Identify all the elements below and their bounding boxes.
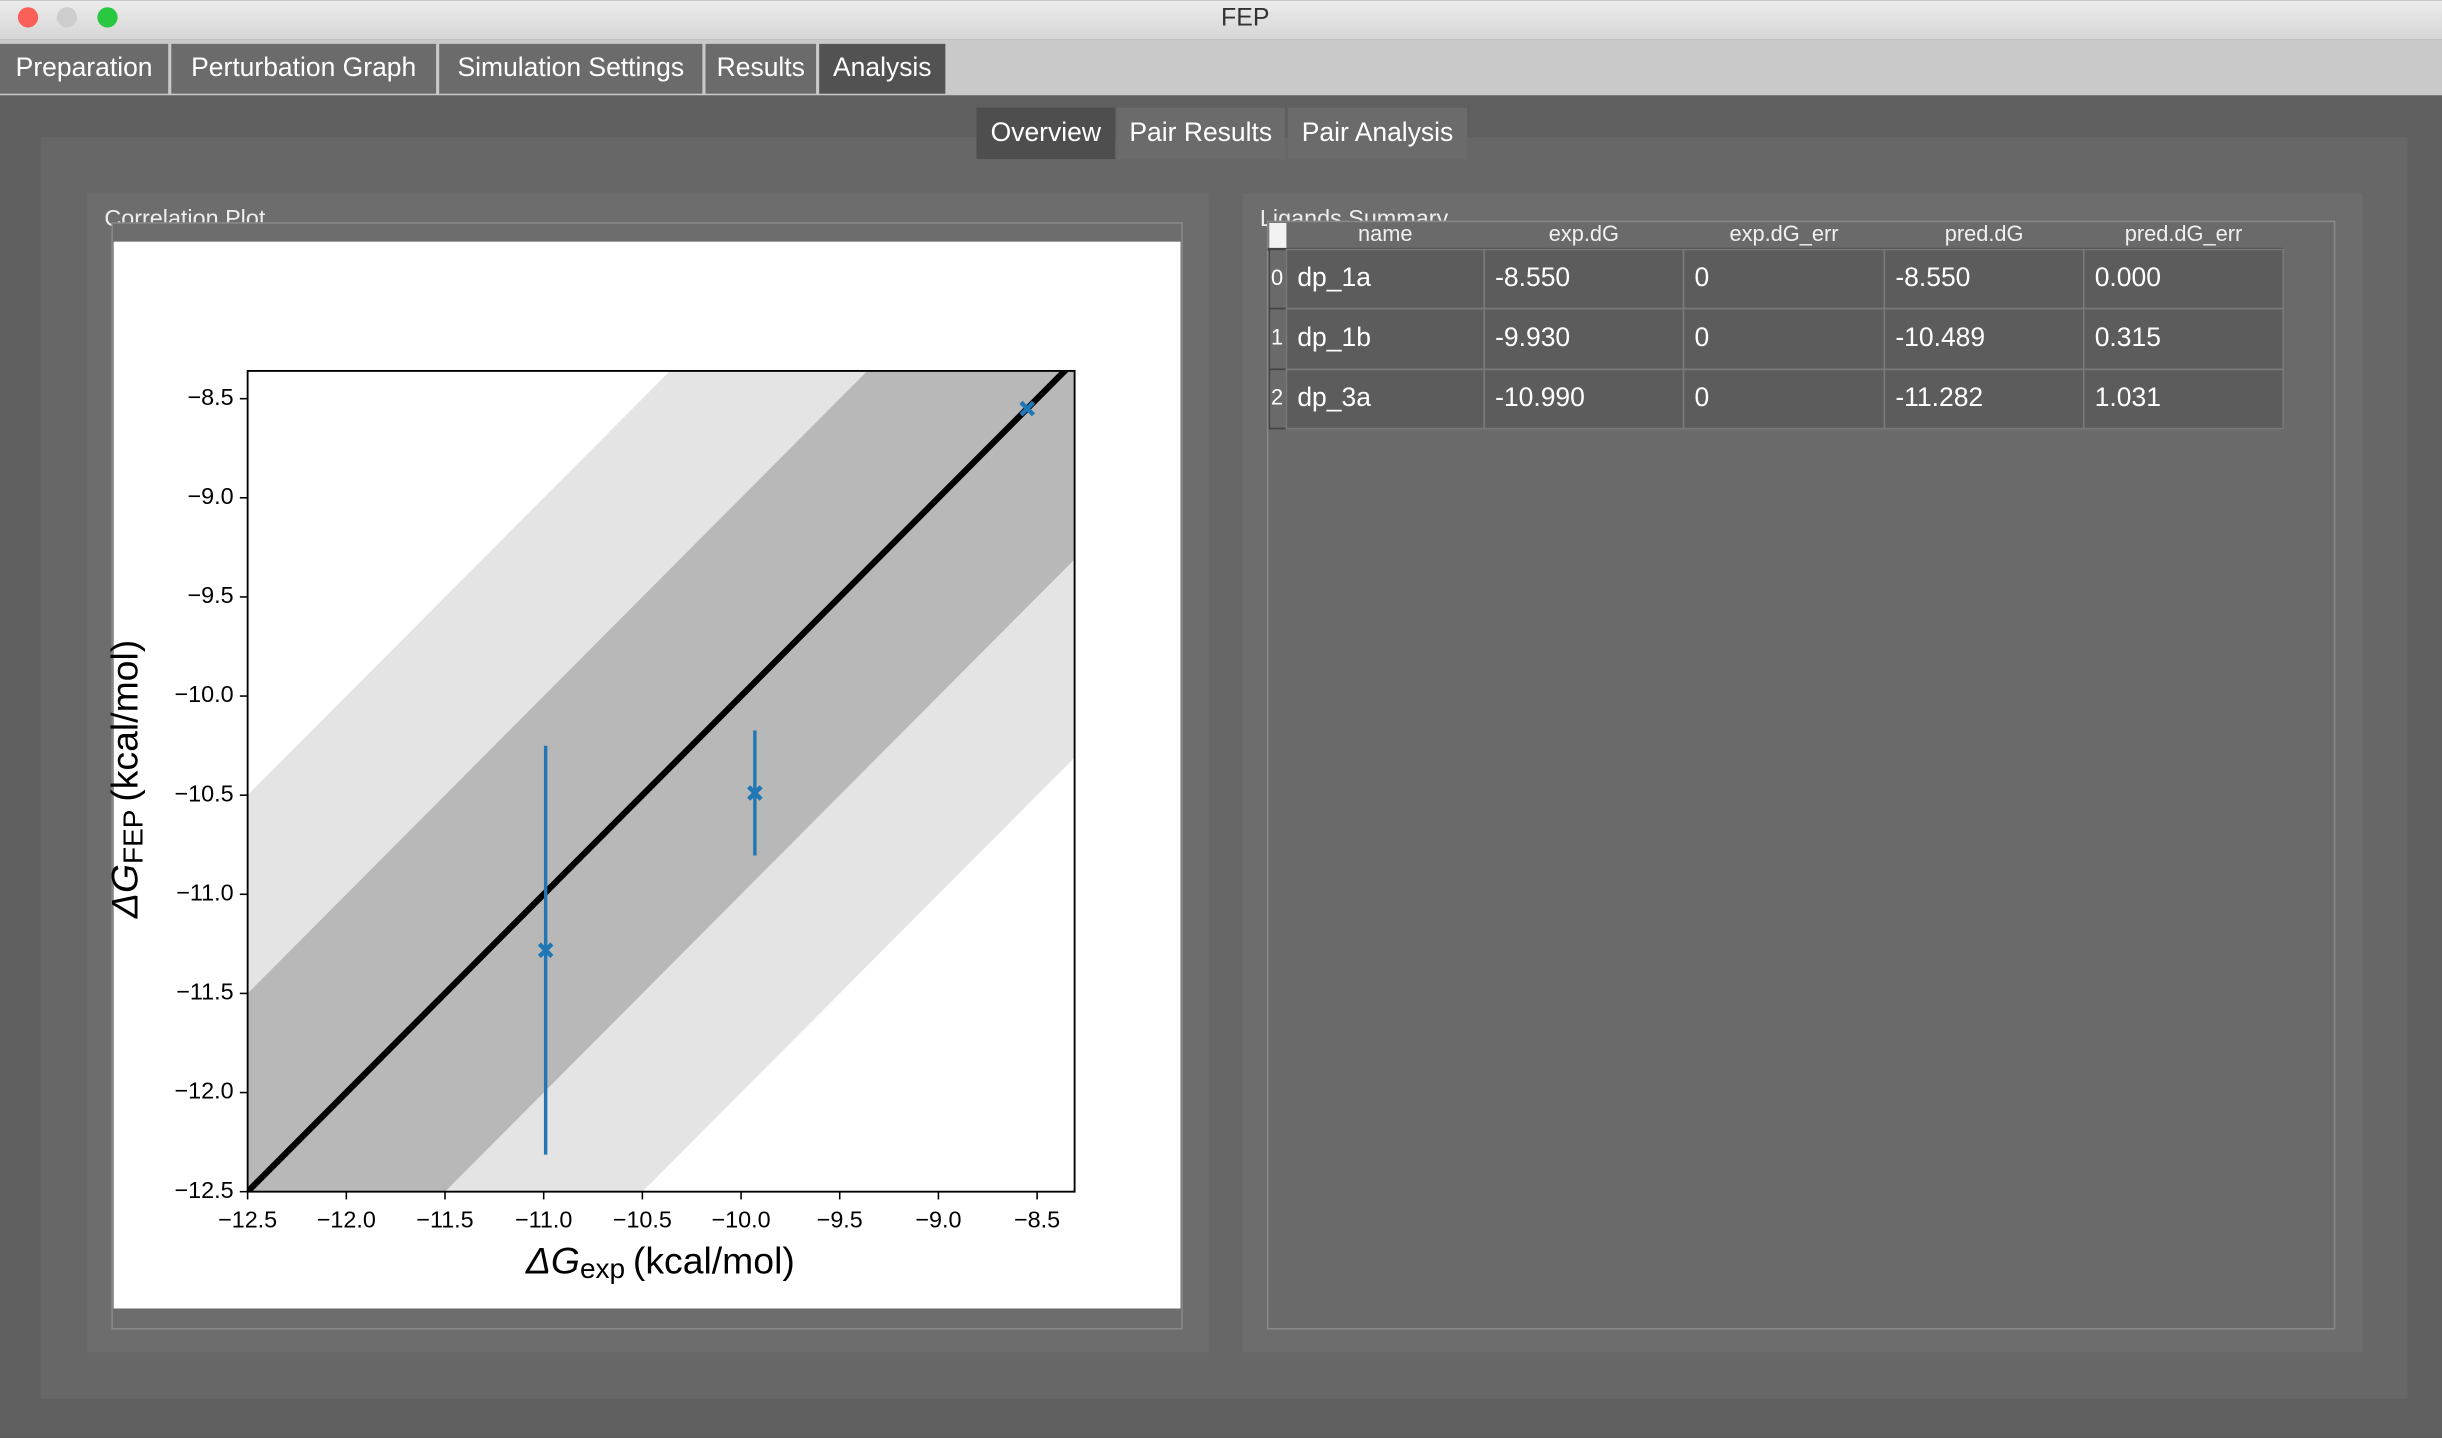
axis-label: ΔGFEP (kcal/mol) — [104, 640, 149, 919]
axis-subscript: exp — [580, 1254, 625, 1285]
cell-text: -10.990 — [1495, 382, 1585, 412]
axis-label: ΔGexp (kcal/mol) — [525, 1239, 795, 1284]
y-tick-label: −8.5 — [187, 384, 233, 410]
table-cell[interactable] — [1285, 307, 1485, 371]
cell-text: dp_1a — [1297, 262, 1371, 292]
x-tick-label: −8.5 — [1014, 1206, 1060, 1232]
x-tick-label: −11.0 — [515, 1206, 572, 1232]
cell-text: dp_3a — [1297, 382, 1371, 412]
subtab-label: Pair Analysis — [1302, 117, 1454, 147]
x-tick-label: −9.5 — [817, 1206, 863, 1232]
y-tick-label: −10.0 — [175, 681, 234, 707]
table-cell[interactable] — [2083, 368, 2284, 430]
tab-label: Preparation — [16, 52, 153, 82]
tab-label: Analysis — [833, 52, 932, 82]
axis-subscript: FEP — [118, 809, 149, 864]
axes-frame — [246, 369, 1076, 1193]
column-header[interactable]: name — [1358, 221, 1413, 246]
zoom-button[interactable] — [97, 7, 118, 28]
x-tick-label: −12.5 — [218, 1206, 277, 1232]
subtab[interactable] — [1116, 107, 1285, 160]
subtab[interactable] — [976, 107, 1116, 160]
column-header[interactable]: exp.dG_err — [1729, 221, 1838, 246]
plot-area — [247, 370, 1075, 1192]
y-tick-label: −10.5 — [175, 780, 234, 806]
row-index: 1 — [1271, 325, 1283, 350]
tab-label: Simulation Settings — [457, 52, 684, 82]
table-cell[interactable] — [1483, 248, 1685, 310]
cell-text: dp_1b — [1297, 322, 1371, 352]
column-header[interactable]: pred.dG_err — [2125, 221, 2243, 246]
cell-text: 0 — [1694, 382, 1709, 412]
column-header[interactable]: exp.dG — [1549, 221, 1619, 246]
x-tick-label: −11.5 — [416, 1206, 473, 1232]
subtab[interactable] — [1287, 107, 1468, 160]
cell-text: -10.489 — [1895, 322, 1985, 352]
cell-text: 0.315 — [2095, 322, 2161, 352]
table-cell[interactable] — [1285, 368, 1485, 430]
axis-unit: (kcal/mol) — [104, 640, 146, 802]
cell-text: 0.000 — [2095, 262, 2161, 292]
tab[interactable] — [819, 43, 946, 94]
close-button[interactable] — [17, 7, 39, 28]
y-tick-label: −11.5 — [176, 979, 233, 1005]
cell-text: -8.550 — [1495, 262, 1570, 292]
cell-text: -11.282 — [1895, 382, 1983, 412]
subtab-label: Pair Results — [1129, 117, 1272, 147]
window-title: FEP — [1221, 4, 1269, 32]
table-cell[interactable] — [2083, 307, 2284, 371]
tab-label: Results — [717, 52, 805, 82]
cell-text: 1.031 — [2095, 382, 2161, 412]
axis-unit: (kcal/mol) — [633, 1239, 795, 1281]
tab[interactable] — [0, 43, 169, 94]
y-tick-label: −11.0 — [176, 879, 233, 905]
tab-label: Perturbation Graph — [191, 52, 416, 82]
table-cell[interactable] — [1883, 307, 2085, 371]
x-tick-label: −12.0 — [317, 1206, 376, 1232]
corner-cell — [1269, 222, 1287, 250]
row-index: 0 — [1271, 265, 1283, 290]
cell-text: 0 — [1694, 322, 1709, 352]
y-tick-label: −9.5 — [187, 582, 233, 608]
y-tick-label: −12.5 — [175, 1177, 234, 1203]
axis-symbol: ΔG — [104, 864, 146, 919]
table-cell[interactable] — [1883, 368, 2085, 430]
cell-text: -8.550 — [1895, 262, 1970, 292]
axis-symbol: ΔG — [525, 1239, 580, 1281]
minimize-button[interactable] — [56, 7, 78, 28]
title-bar — [0, 0, 2442, 40]
y-tick-label: −9.0 — [187, 483, 233, 509]
x-tick-label: −10.5 — [613, 1206, 672, 1232]
cell-text: 0 — [1694, 262, 1709, 292]
table-cell[interactable] — [1682, 307, 1886, 371]
table-cell[interactable] — [1682, 368, 1886, 430]
data-point — [747, 785, 763, 801]
table-cell[interactable] — [1285, 248, 1485, 310]
x-tick-label: −9.0 — [915, 1206, 961, 1232]
tab[interactable] — [439, 43, 703, 94]
tab[interactable] — [705, 43, 817, 94]
row-index: 2 — [1271, 385, 1283, 410]
table-cell[interactable] — [1483, 307, 1685, 371]
data-point — [537, 942, 554, 958]
cell-text: -9.930 — [1495, 322, 1570, 352]
data-point — [1019, 400, 1036, 417]
x-tick-label: −10.0 — [711, 1206, 770, 1232]
subtab-label: Overview — [991, 117, 1102, 147]
table-cell[interactable] — [1682, 248, 1886, 310]
y-tick-label: −12.0 — [175, 1078, 234, 1104]
tab[interactable] — [171, 43, 437, 94]
identity-line — [247, 370, 1070, 1192]
column-header[interactable]: pred.dG — [1945, 221, 2024, 246]
